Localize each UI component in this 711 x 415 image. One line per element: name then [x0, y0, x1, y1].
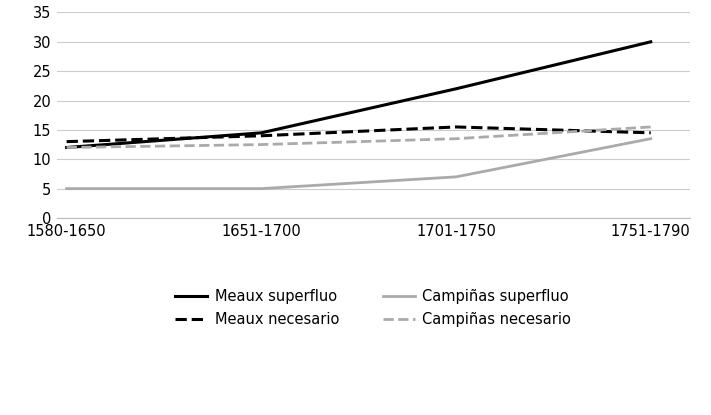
Legend: Meaux superfluo, Meaux necesario, Campiñas superfluo, Campiñas necesario: Meaux superfluo, Meaux necesario, Campiñ… — [169, 283, 577, 333]
